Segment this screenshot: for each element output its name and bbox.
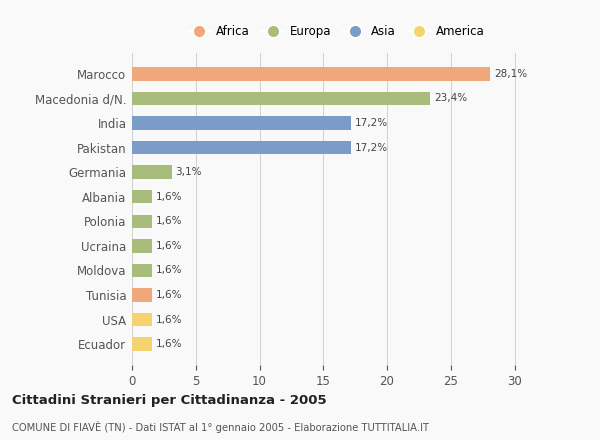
Bar xyxy=(132,337,152,351)
Bar xyxy=(132,264,152,277)
Bar xyxy=(132,141,351,154)
Bar xyxy=(132,215,152,228)
Bar xyxy=(132,92,430,105)
Bar xyxy=(132,67,490,81)
Bar xyxy=(132,313,152,326)
Text: 1,6%: 1,6% xyxy=(156,315,183,325)
Text: 1,6%: 1,6% xyxy=(156,290,183,300)
Bar xyxy=(132,239,152,253)
Text: 1,6%: 1,6% xyxy=(156,192,183,202)
Text: 23,4%: 23,4% xyxy=(434,93,467,103)
Bar xyxy=(132,288,152,302)
Text: 28,1%: 28,1% xyxy=(494,69,527,79)
Text: 1,6%: 1,6% xyxy=(156,339,183,349)
Bar xyxy=(132,190,152,203)
Bar xyxy=(132,165,172,179)
Text: 17,2%: 17,2% xyxy=(355,118,388,128)
Text: Cittadini Stranieri per Cittadinanza - 2005: Cittadini Stranieri per Cittadinanza - 2… xyxy=(12,394,326,407)
Text: 1,6%: 1,6% xyxy=(156,265,183,275)
Legend: Africa, Europa, Asia, America: Africa, Europa, Asia, America xyxy=(184,21,488,41)
Text: 1,6%: 1,6% xyxy=(156,216,183,226)
Bar xyxy=(132,116,351,130)
Text: COMUNE DI FIAVÈ (TN) - Dati ISTAT al 1° gennaio 2005 - Elaborazione TUTTITALIA.I: COMUNE DI FIAVÈ (TN) - Dati ISTAT al 1° … xyxy=(12,422,429,433)
Text: 1,6%: 1,6% xyxy=(156,241,183,251)
Text: 3,1%: 3,1% xyxy=(175,167,202,177)
Text: 17,2%: 17,2% xyxy=(355,143,388,153)
